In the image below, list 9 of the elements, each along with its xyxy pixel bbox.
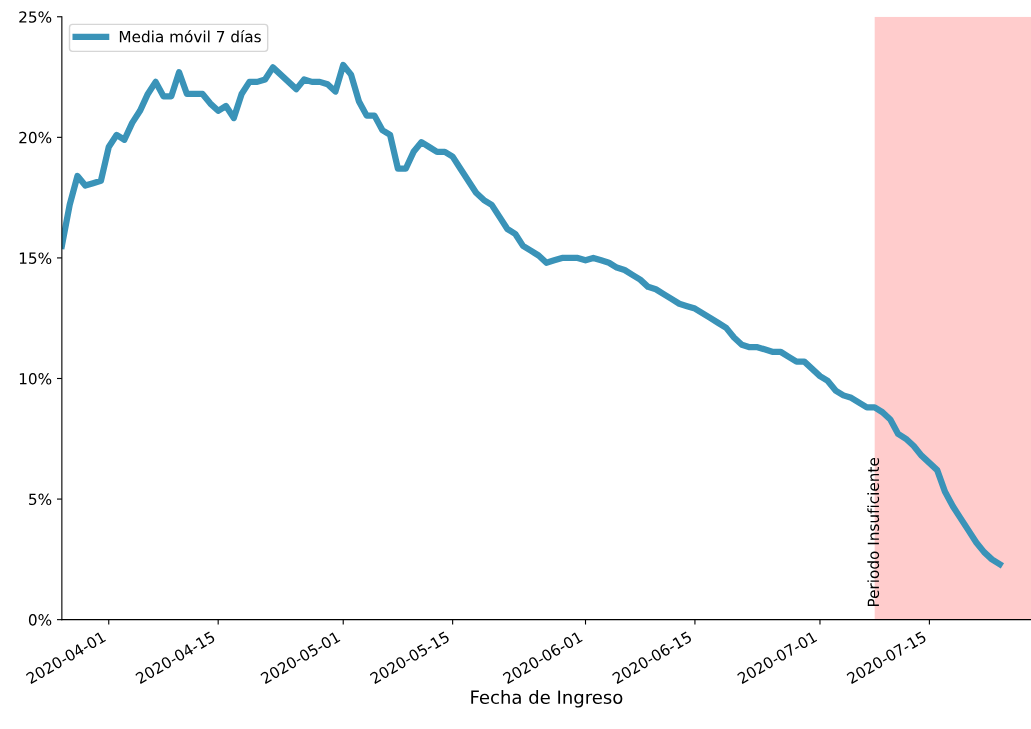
band-label: Periodo Insuficiente [867,458,880,607]
y-tick-label: 20% [19,131,52,144]
legend-label: Media móvil 7 días [119,29,261,43]
y-tick-label: 25% [19,11,52,23]
y-tick-label: 10% [19,372,52,385]
x-axis-title: Fecha de Ingreso [471,690,623,708]
y-tick-label: 0% [28,614,52,626]
y-tick-label: 5% [29,493,52,506]
y-tick-label: 15% [19,252,52,264]
